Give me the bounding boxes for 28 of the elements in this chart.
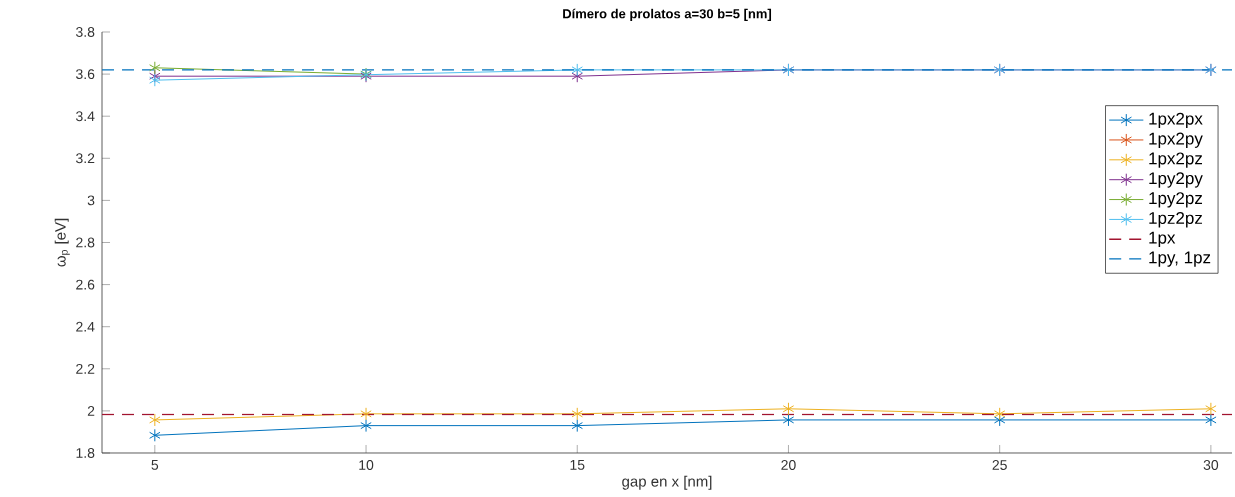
x-tick-label: 30 [1203, 460, 1219, 470]
y-axis-title: ω$_{p}$ [eV] [54, 218, 70, 267]
x-tick-label: 10 [359, 460, 374, 470]
x-axis-title: gap en x [nm] [622, 475, 712, 490]
y-tick-label: 2.8 [76, 237, 95, 248]
legend-label: 1px2px [1149, 112, 1203, 129]
y-tick-label: 2 [87, 406, 95, 416]
legend-label: 1py, 1pz [1149, 251, 1211, 267]
x-tick-label: 20 [781, 460, 796, 470]
y-tick-label: 3.2 [76, 153, 95, 164]
y-tick-label: 1.8 [76, 448, 95, 458]
legend-label: 1pz2pz [1149, 212, 1203, 228]
legend-label: 1py2py [1149, 172, 1203, 188]
y-tick-label: 2.6 [76, 279, 95, 290]
y-tick-label: 2.4 [76, 321, 95, 332]
y-tick-label: 3.4 [76, 111, 95, 122]
y-tick-label: 3.6 [76, 69, 95, 80]
chart-title: Dímero de prolatos a=30 b=5 [nm] [563, 8, 772, 21]
x-tick-label: 5 [151, 460, 159, 470]
y-tick-label: 2.2 [76, 363, 95, 374]
legend-label: 1px2pz [1149, 152, 1203, 168]
y-tick-label: 3.8 [76, 27, 95, 37]
y-tick-label: 3 [87, 195, 95, 206]
legend-label: 1px2py [1149, 132, 1203, 148]
x-tick-label: 25 [992, 460, 1007, 470]
x-tick-label: 15 [570, 460, 585, 470]
legend-label: 1px [1149, 231, 1176, 248]
legend-label: 1py2pz [1149, 192, 1203, 208]
